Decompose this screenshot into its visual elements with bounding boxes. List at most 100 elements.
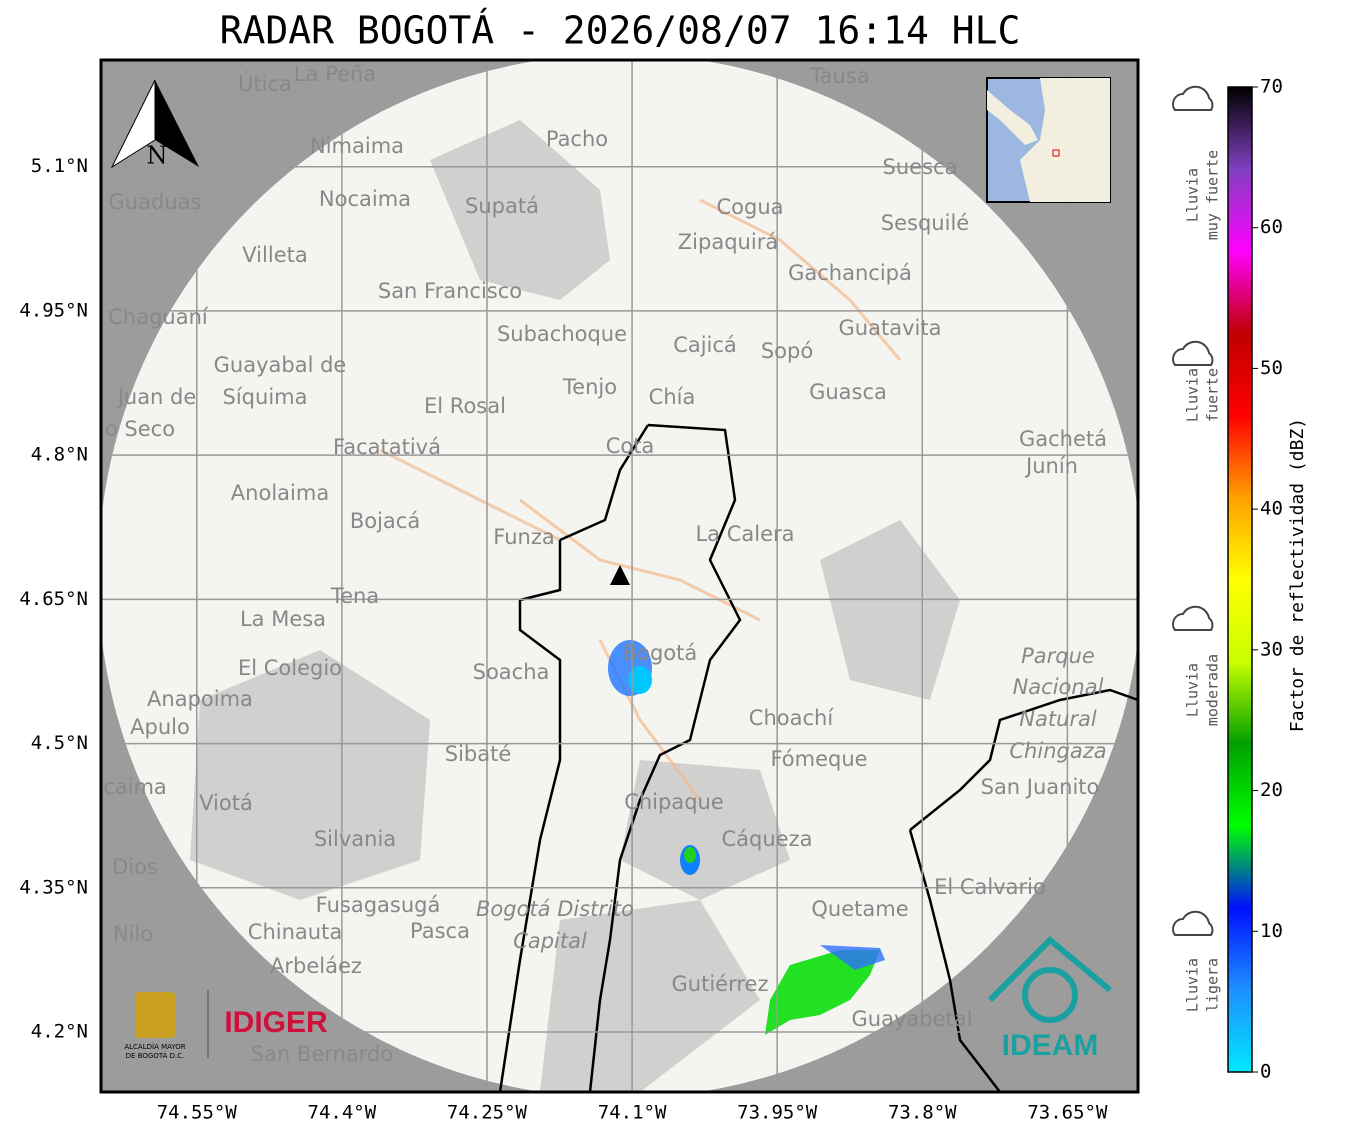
place-label: Tena <box>330 584 379 608</box>
place-label: Soacha <box>473 660 550 684</box>
y-tick-label: 4.8°N <box>31 444 88 466</box>
intensity-label: fuerte <box>1204 368 1222 422</box>
x-tick-label: 74.1°W <box>598 1102 667 1124</box>
place-label: Juan de <box>116 385 197 409</box>
intensity-label: Lluvia <box>1184 958 1202 1012</box>
place-label: San Juanito <box>981 775 1100 799</box>
place-label: Guayabetal <box>852 1007 973 1031</box>
y-tick-label: 4.95°N <box>19 299 88 321</box>
north-label: N <box>147 142 168 170</box>
colorbar-tick-label: 70 <box>1260 76 1283 98</box>
place-label: Cajicá <box>673 333 737 357</box>
place-label: Cogua <box>716 195 783 219</box>
place-label: Suesca <box>883 155 958 179</box>
place-label: Sesquilé <box>881 211 969 235</box>
place-label: Pacho <box>546 127 608 151</box>
place-label: Guayabal de <box>214 353 347 377</box>
place-label: o Seco <box>105 417 175 441</box>
map-frame <box>99 58 1140 1094</box>
x-tick-label: 74.25°W <box>447 1102 528 1124</box>
intensity-label: ligera <box>1204 958 1222 1012</box>
place-label: Subachoque <box>497 322 627 346</box>
colorbar-tick-label: 40 <box>1260 498 1283 520</box>
x-tick-label: 73.65°W <box>1027 1102 1108 1124</box>
weather-icon <box>1172 605 1214 631</box>
north-arrow: N <box>110 79 199 170</box>
place-label: Síquima <box>223 385 308 409</box>
grid <box>101 60 1138 1092</box>
weather-icon <box>1172 340 1214 366</box>
place-label: Gachancipá <box>788 261 912 285</box>
place-label: Sibaté <box>445 742 512 766</box>
weather-icon <box>1172 85 1214 111</box>
colorbar-tick-label: 50 <box>1260 357 1283 379</box>
colorbar-tick-label: 20 <box>1260 779 1283 801</box>
y-tick-label: 4.35°N <box>19 876 88 898</box>
logo-text: ALCALDÍA MAYOR <box>124 1042 185 1051</box>
place-label: Capital <box>513 929 587 953</box>
x-tick-label: 74.4°W <box>308 1102 377 1124</box>
place-label: Dios <box>112 855 158 879</box>
place-label: El Colegio <box>238 656 342 680</box>
place-label: Zipaquirá <box>678 230 778 254</box>
place-label: Chipaque <box>624 790 724 814</box>
place-label: Útica <box>238 71 292 96</box>
intensity-label: moderada <box>1204 654 1222 726</box>
title: RADAR BOGOTÁ - 2026/08/07 16:14 HLC <box>220 9 1021 53</box>
place-label: San Francisco <box>378 279 522 303</box>
place-label: La Peña <box>294 62 376 86</box>
place-label: Sopó <box>761 339 813 363</box>
x-tick-label: 74.55°W <box>157 1102 238 1124</box>
x-tick-label: 73.95°W <box>737 1102 818 1124</box>
y-tick-label: 4.65°N <box>19 588 88 610</box>
place-label: Facatativá <box>333 435 441 459</box>
intensity-label: muy fuerte <box>1204 150 1222 240</box>
logos: ALCALDÍA MAYOR DE BOGOTÁ D.C. IDIGER IDE… <box>124 935 1112 1062</box>
map-area <box>101 60 1138 1092</box>
place-label: Junín <box>1024 454 1078 478</box>
place-label: Tausa <box>809 64 869 88</box>
place-label: Quetame <box>811 897 908 921</box>
place-label: Natural <box>1019 707 1097 731</box>
place-label: Nilo <box>113 922 153 946</box>
place-label: Gutiérrez <box>672 972 769 996</box>
logo-text: IDEAM <box>1002 1029 1099 1062</box>
place-label: Anolaima <box>231 481 329 505</box>
place-label: El Calvario <box>934 875 1046 899</box>
place-label: Nacional <box>1013 675 1104 699</box>
intensity-label: Lluvia <box>1184 663 1202 717</box>
place-label: San Bernardo <box>251 1042 393 1066</box>
place-label: Pasca <box>410 919 470 943</box>
place-label: Bojacá <box>350 509 420 533</box>
intensity-label: Lluvia <box>1184 368 1202 422</box>
colorbar-tick-label: 10 <box>1260 920 1283 942</box>
place-label: Bogotá <box>623 641 698 665</box>
colorbar-label: Factor de reflectividad (dBZ) <box>1287 418 1308 732</box>
colorbar-tick-label: 30 <box>1260 638 1283 660</box>
place-label: Supatá <box>465 194 539 218</box>
place-label: Guatavita <box>839 316 942 340</box>
place-label: Chingaza <box>1009 739 1106 763</box>
place-label: Gachetá <box>1019 427 1107 451</box>
place-label: Bogotá Distrito <box>476 897 634 921</box>
place-label: Silvania <box>314 827 396 851</box>
colorbar: Factor de reflectividad (dBZ) 0 10 20 30 40 5… <box>1227 76 1308 1083</box>
place-label: Cáqueza <box>722 827 813 851</box>
place-label: Arbeláez <box>270 954 362 978</box>
y-tick-label: 5.1°N <box>31 155 88 177</box>
colorbar-tick-label: 60 <box>1260 216 1283 238</box>
place-label: Apulo <box>130 715 190 739</box>
place-label: Funza <box>493 525 554 549</box>
place-label: Villeta <box>242 243 307 267</box>
colorbar-tick-label: 0 <box>1260 1061 1271 1083</box>
place-label: Guaduas <box>109 190 202 214</box>
intensity-label: Lluvia <box>1184 168 1202 222</box>
place-label: La Calera <box>695 522 794 546</box>
place-label: Fómeque <box>770 747 867 771</box>
logo-text: IDIGER <box>224 1006 328 1039</box>
place-label: Tenjo <box>562 375 617 399</box>
place-label: Cota <box>606 434 655 458</box>
place-label: Chaguaní <box>108 305 209 329</box>
